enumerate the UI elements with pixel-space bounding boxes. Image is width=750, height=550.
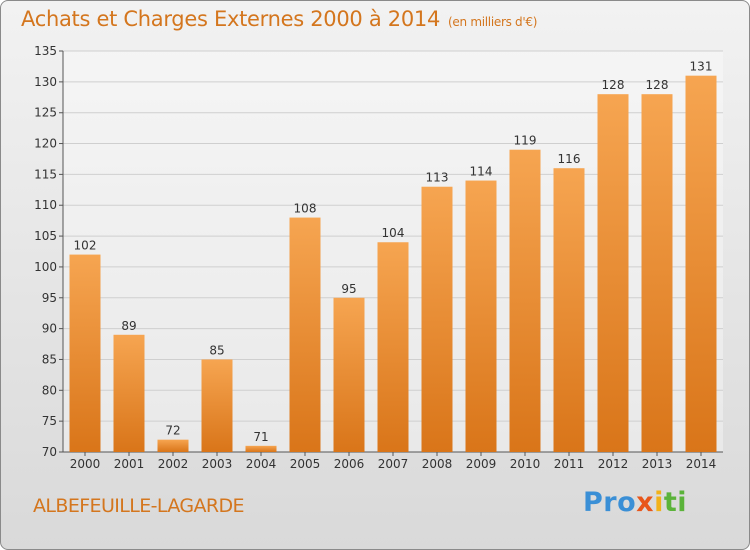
x-tick-label-2003: 2003	[202, 457, 233, 471]
y-tick-label: 105	[34, 229, 57, 243]
y-tick-label: 80	[42, 383, 57, 397]
data-label-2000: 102	[74, 239, 97, 253]
y-tick-label: 90	[42, 322, 57, 336]
x-tick-label-2001: 2001	[114, 457, 145, 471]
data-label-2014: 131	[690, 60, 713, 74]
bar-2004	[245, 445, 277, 452]
x-tick-label-2014: 2014	[686, 457, 717, 471]
data-label-2011: 116	[558, 152, 581, 166]
y-tick-label: 100	[34, 260, 57, 274]
data-label-2001: 89	[121, 319, 136, 333]
data-label-2012: 128	[602, 78, 625, 92]
data-label-2002: 72	[165, 424, 180, 438]
bar-2002	[157, 439, 189, 452]
y-tick-label: 125	[34, 106, 57, 120]
data-label-2005: 108	[294, 202, 317, 216]
bar-2003	[201, 359, 233, 452]
bar-2013	[641, 94, 673, 452]
x-tick-label-2012: 2012	[598, 457, 629, 471]
chart-title-text: Achats et Charges Externes 2000 à 2014	[21, 7, 441, 31]
bar-2005	[289, 217, 321, 452]
data-label-2008: 113	[426, 171, 449, 185]
y-tick-label: 115	[34, 167, 57, 181]
data-label-2007: 104	[382, 226, 405, 240]
y-tick-label: 85	[42, 352, 57, 366]
chart-title: Achats et Charges Externes 2000 à 2014 (e…	[21, 7, 537, 31]
bars	[69, 75, 717, 453]
x-tick-label-2010: 2010	[510, 457, 541, 471]
bar-2010	[509, 149, 541, 452]
bar-2007	[377, 242, 409, 452]
x-tick-label-2006: 2006	[334, 457, 365, 471]
y-tick-label: 120	[34, 137, 57, 151]
x-tick-label-2007: 2007	[378, 457, 409, 471]
x-tick-label-2002: 2002	[158, 457, 189, 471]
x-tick-label-2008: 2008	[422, 457, 453, 471]
x-tick-label-2011: 2011	[554, 457, 585, 471]
bar-2014	[685, 75, 717, 452]
y-tick-label: 75	[42, 414, 57, 428]
y-tick-label: 135	[34, 44, 57, 58]
data-label-2006: 95	[341, 282, 356, 296]
data-label-2013: 128	[646, 78, 669, 92]
chart-unit: (en milliers d'€)	[448, 15, 538, 29]
bar-2000	[69, 254, 101, 452]
bar-2011	[553, 168, 585, 452]
y-tick-label: 130	[34, 75, 57, 89]
commune-name: ALBEFEUILLE-LAGARDE	[33, 495, 245, 517]
x-tick-label-2004: 2004	[246, 457, 277, 471]
bar-2006	[333, 297, 365, 452]
proxiti-logo: Proxiti	[583, 487, 688, 518]
x-tick-label-2013: 2013	[642, 457, 673, 471]
data-label-2009: 114	[470, 165, 493, 179]
bar-2001	[113, 334, 145, 452]
bar-2012	[597, 94, 629, 452]
data-label-2010: 119	[514, 134, 537, 148]
y-tick-label: 110	[34, 198, 57, 212]
y-tick-label: 70	[42, 445, 57, 459]
y-tick-label: 95	[42, 291, 57, 305]
data-label-2004: 71	[253, 430, 268, 444]
bar-2009	[465, 180, 497, 453]
data-labels: 102 89 72 85 71 108 95 104 113 114 119 116 128 128 131	[74, 60, 713, 444]
data-label-2003: 85	[209, 343, 224, 357]
bar-2008	[421, 186, 453, 452]
x-tick-label-2005: 2005	[290, 457, 321, 471]
x-tick-label-2000: 2000	[70, 457, 101, 471]
x-tick-label-2009: 2009	[466, 457, 497, 471]
